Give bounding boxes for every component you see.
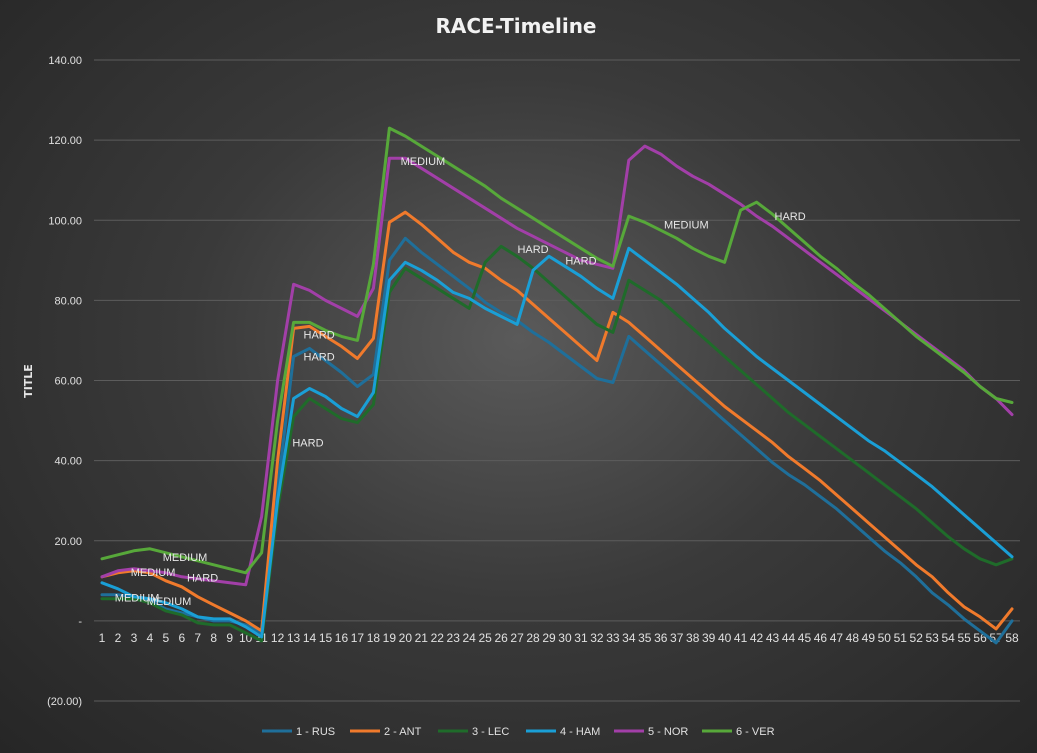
x-tick-label: 19 [383, 631, 397, 645]
x-tick-label: 16 [335, 631, 349, 645]
legend-label: 2 - ANT [384, 726, 422, 738]
x-tick-label: 22 [431, 631, 445, 645]
x-tick-label: 55 [957, 631, 971, 645]
series-line-4 [100, 246, 1014, 639]
legend: 1 - RUS 2 - ANT 3 - LEC 4 - HAM 5 - NOR 6 - V… [262, 726, 775, 738]
x-tick-label: 8 [210, 631, 217, 645]
x-tick-label: 29 [542, 631, 556, 645]
x-tick-label: 15 [319, 631, 333, 645]
gridlines [94, 59, 1020, 702]
legend-label: 1 - RUS [296, 726, 335, 738]
y-tick-label: 100.00 [48, 215, 82, 227]
x-tick-label: 14 [303, 631, 317, 645]
x-tick-label: 25 [478, 631, 492, 645]
y-tick-label: 80.00 [54, 295, 82, 307]
x-tick-label: 28 [526, 631, 540, 645]
annotation-label: HARD [304, 329, 335, 341]
x-tick-label: 3 [131, 631, 138, 645]
series-lines [100, 126, 1014, 645]
series-line-6 [100, 126, 1014, 575]
x-tick-label: 35 [638, 631, 652, 645]
x-tick-label: 34 [622, 631, 636, 645]
x-axis-ticks: 1 2 3 4 5 6 7 8 9 10 11 12 13 14 15 16 17 18 19 20 21 22 23 24 2… [99, 631, 1019, 645]
x-tick-label: 23 [447, 631, 461, 645]
annotation-label: MEDIUM [401, 156, 446, 168]
x-tick-label: 30 [558, 631, 572, 645]
legend-label: 3 - LEC [472, 726, 509, 738]
x-tick-label: 12 [271, 631, 285, 645]
annotation-label: HARD [304, 351, 335, 363]
legend-label: 5 - NOR [648, 726, 688, 738]
tyre-annotations: MEDIUMMEDIUMHARDMEDIUMMEDIUMHARDHARDHARD… [115, 156, 806, 608]
annotation-label: MEDIUM [664, 219, 709, 231]
x-tick-label: 24 [463, 631, 477, 645]
annotation-label: HARD [517, 244, 548, 256]
x-tick-label: 31 [574, 631, 588, 645]
x-tick-label: 21 [415, 631, 429, 645]
x-tick-label: 51 [894, 631, 908, 645]
y-tick-label: 40.00 [54, 456, 82, 468]
x-tick-label: 13 [287, 631, 301, 645]
x-tick-label: 53 [926, 631, 940, 645]
legend-label: 6 - VER [736, 726, 775, 738]
x-tick-label: 48 [846, 631, 860, 645]
y-tick-label: 20.00 [54, 536, 82, 548]
x-tick-label: 5 [163, 631, 170, 645]
x-tick-label: 32 [590, 631, 604, 645]
annotation-label: HARD [187, 573, 218, 585]
chart-title: RACE-Timeline [436, 14, 597, 38]
x-tick-label: 26 [494, 631, 508, 645]
x-tick-label: 45 [798, 631, 812, 645]
x-tick-label: 47 [830, 631, 844, 645]
series-line-1 [100, 236, 1014, 645]
y-tick-label: 140.00 [48, 55, 82, 67]
x-tick-label: 52 [910, 631, 924, 645]
series-line-2 [100, 210, 1014, 633]
x-tick-label: 44 [782, 631, 796, 645]
x-tick-label: 50 [878, 631, 892, 645]
series-line-5 [100, 144, 1014, 587]
y-axis-ticks: 140.00 120.00 100.00 80.00 60.00 40.00 20.00 - (… [47, 55, 82, 708]
x-tick-label: 1 [99, 631, 106, 645]
y-tick-label: - [78, 616, 82, 628]
x-tick-label: 46 [814, 631, 828, 645]
annotation-label: MEDIUM [163, 552, 208, 564]
x-tick-label: 33 [606, 631, 620, 645]
annotation-label: HARD [565, 255, 596, 267]
x-tick-label: 49 [862, 631, 876, 645]
x-tick-label: 20 [399, 631, 413, 645]
annotation-label: HARD [775, 211, 806, 223]
x-tick-label: 7 [194, 631, 201, 645]
x-tick-label: 58 [1005, 631, 1019, 645]
x-tick-label: 41 [734, 631, 748, 645]
y-tick-label: (20.00) [47, 696, 82, 708]
y-tick-label: 120.00 [48, 135, 82, 147]
x-tick-label: 9 [226, 631, 233, 645]
annotation-label: MEDIUM [147, 596, 192, 608]
y-tick-label: 60.00 [54, 376, 82, 388]
x-tick-label: 54 [941, 631, 955, 645]
x-tick-label: 43 [766, 631, 780, 645]
x-tick-label: 18 [367, 631, 381, 645]
x-tick-label: 6 [178, 631, 185, 645]
series-line-3 [100, 244, 1014, 643]
x-tick-label: 4 [147, 631, 154, 645]
x-tick-label: 17 [351, 631, 365, 645]
x-tick-label: 40 [718, 631, 732, 645]
annotation-label: HARD [292, 438, 323, 450]
x-tick-label: 38 [686, 631, 700, 645]
legend-label: 4 - HAM [560, 726, 600, 738]
x-tick-label: 37 [670, 631, 684, 645]
x-tick-label: 36 [654, 631, 668, 645]
x-tick-label: 2 [115, 631, 122, 645]
x-tick-label: 42 [750, 631, 764, 645]
annotation-label: MEDIUM [115, 593, 160, 605]
y-axis-label: TITLE [22, 364, 35, 398]
annotation-label: MEDIUM [131, 567, 176, 579]
x-tick-label: 39 [702, 631, 716, 645]
x-tick-label: 27 [510, 631, 524, 645]
